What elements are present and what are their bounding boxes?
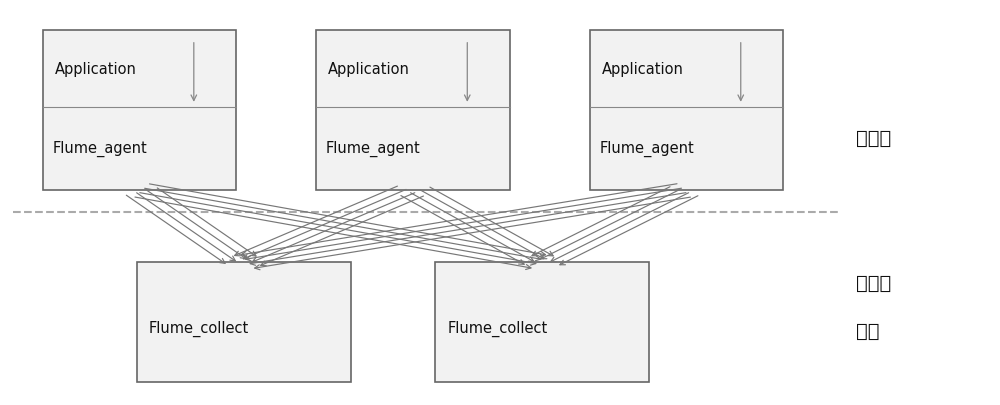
Bar	[137, 262, 351, 382]
Text: 中心服: 中心服	[856, 273, 891, 292]
Bar	[316, 31, 510, 190]
Text: Flume_agent: Flume_agent	[53, 141, 147, 157]
Text: Flume_agent: Flume_agent	[326, 141, 421, 157]
Text: Flume_collect: Flume_collect	[149, 320, 249, 337]
Text: Flume_collect: Flume_collect	[447, 320, 548, 337]
Text: 客户机: 客户机	[856, 129, 891, 148]
Text: Flume_agent: Flume_agent	[599, 141, 694, 157]
Text: 务器: 务器	[856, 321, 880, 340]
Bar	[435, 262, 649, 382]
Bar	[590, 31, 783, 190]
Bar	[43, 31, 236, 190]
Text: Application: Application	[328, 62, 410, 77]
Text: Application: Application	[54, 62, 136, 77]
Text: Application: Application	[601, 62, 683, 77]
